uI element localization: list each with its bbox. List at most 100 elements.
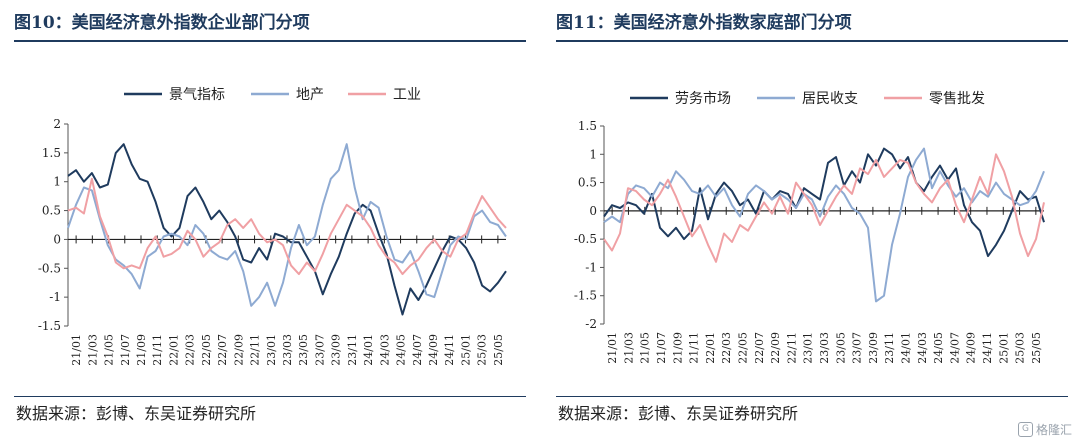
x-tick-label: 24/03 (916, 332, 929, 364)
source-note: 数据来源：彭博、东吴证券研究所 (558, 404, 799, 423)
x-tick-label: 24/07 (411, 334, 424, 366)
series-line (603, 147, 1045, 303)
x-tick-label: 22/05 (200, 334, 213, 366)
y-tick-label: 1 (53, 175, 61, 189)
figure-title: 图11：美国经济意外指数家庭部门分项 (556, 13, 852, 33)
legend-item: 劳务市场 (630, 90, 731, 107)
legend-item: 零售批发 (884, 91, 985, 107)
x-tick-label: 23/07 (851, 332, 864, 364)
x-tick-label: 24/01 (899, 332, 912, 364)
legend-item: 景气指标 (124, 87, 225, 103)
y-tick-label: -0.5 (574, 232, 597, 246)
x-tick-label: 24/01 (362, 334, 375, 366)
x-tick-label: 22/05 (737, 332, 750, 364)
legend-label: 景气指标 (169, 87, 225, 103)
x-tick-label: 25/03 (1014, 332, 1027, 364)
x-tick-label: 22/07 (753, 332, 766, 364)
x-tick-label: 23/05 (297, 334, 310, 366)
x-tick-label: 24/03 (378, 334, 391, 366)
legend-label: 零售批发 (929, 91, 985, 107)
legend: 景气指标 地产 工业 (124, 87, 421, 103)
source-divider (556, 396, 1068, 397)
x-tick-label: 22/11 (249, 334, 262, 366)
x-tick-label: 21/09 (671, 332, 684, 364)
source-note: 数据来源：彭博、东吴证券研究所 (16, 404, 257, 423)
watermark-logo-icon: G (1017, 422, 1033, 437)
series-line (67, 143, 507, 307)
x-tick-label: 23/01 (265, 334, 278, 366)
x-tick-label: 23/05 (834, 332, 847, 364)
x-tick-label: 24/11 (443, 334, 456, 366)
y-tick-label: -0.5 (38, 261, 61, 275)
x-tick-label: 21/03 (622, 332, 635, 364)
x-tick-label: 23/09 (867, 332, 880, 364)
x-tick-label: 23/09 (330, 334, 343, 366)
line-chart-household: 劳务市场 居民收支 零售批发-2-1.5-1-0.500.511.521/01 21/… (574, 90, 1045, 364)
x-tick-label: 24/05 (932, 332, 945, 364)
y-tick-label: -2 (585, 317, 597, 331)
x-tick-label: 23/11 (346, 334, 359, 366)
y-tick-label: 1.5 (578, 119, 597, 133)
x-tick-label: 25/05 (1030, 332, 1043, 364)
x-tick-label: 22/03 (720, 332, 733, 364)
x-tick-label: 21/11 (688, 332, 701, 364)
y-tick-label: 2 (53, 117, 61, 131)
y-tick-label: 0.5 (42, 204, 61, 218)
figure-title: 图10：美国经济意外指数企业部门分项 (14, 13, 310, 33)
x-tick-label: 21/03 (86, 334, 99, 366)
x-tick-label: 25/05 (492, 334, 505, 366)
x-tick-label: 21/01 (70, 334, 83, 366)
legend: 劳务市场 居民收支 零售批发 (630, 90, 985, 107)
x-tick-label: 21/07 (119, 334, 132, 366)
x-tick-label: 22/09 (769, 332, 782, 364)
figure-panel-11: 图11：美国经济意外指数家庭部门分项 劳务市场 居民收支 零售批发 -2 -1.5 -1 -… (556, 0, 1080, 444)
x-tick-label: 25/03 (476, 334, 489, 366)
legend-label: 劳务市场 (675, 90, 731, 107)
x-tick-label: 21/09 (135, 334, 148, 366)
legend-label: 地产 (296, 87, 324, 103)
y-tick-label: 1 (589, 147, 597, 161)
title-divider (556, 40, 1068, 42)
y-tick-label: 0 (589, 204, 597, 218)
x-tick-label: 23/01 (802, 332, 815, 364)
x-tick-label: 23/03 (281, 334, 294, 366)
legend-label: 居民收支 (802, 91, 858, 107)
y-tick-label: 0 (53, 232, 61, 246)
x-tick-label: 25/01 (997, 332, 1010, 364)
x-tick-label: 24/07 (948, 332, 961, 364)
y-tick-label: -1.5 (574, 289, 597, 303)
x-tick-label: 24/09 (965, 332, 978, 364)
x-tick-label: 24/09 (427, 334, 440, 366)
x-tick-label: 25/01 (459, 334, 472, 366)
series-line (67, 143, 507, 316)
legend-item: 工业 (348, 87, 421, 103)
x-tick-label: 24/11 (981, 332, 994, 364)
y-tick-label: -1 (585, 260, 597, 274)
series-line (603, 147, 1045, 258)
series-line (603, 153, 1045, 263)
y-tick-label: 0.5 (578, 176, 597, 190)
title-divider (14, 40, 526, 42)
x-tick-label: 21/05 (103, 334, 116, 366)
x-tick-label: 22/11 (785, 332, 798, 364)
x-tick-label: 23/03 (818, 332, 831, 364)
series-line (67, 177, 507, 276)
watermark-text: 格隆汇 (1035, 423, 1072, 437)
x-tick-label: 24/05 (395, 334, 408, 366)
y-tick-label: -1.5 (38, 319, 61, 333)
x-tick-label: 23/07 (313, 334, 326, 366)
x-tick-label: 22/01 (167, 334, 180, 366)
figure-panel-10: 图10：美国经济意外指数企业部门分项 景气指标 地产 工业 -1.5 -1 -0.5 0 0.… (14, 0, 544, 444)
legend-item: 居民收支 (757, 91, 858, 107)
watermark: G 格隆汇 (1017, 421, 1072, 438)
x-tick-label: 21/05 (639, 332, 652, 364)
source-divider (14, 396, 526, 397)
x-tick-label: 22/09 (232, 334, 245, 366)
x-tick-label: 22/07 (216, 334, 229, 366)
line-chart-corporate: 景气指标 地产 工业 -1.5 -1 -0.5 0 0.5 1 1.5 2 21/01 21/03 21/… (38, 87, 507, 366)
x-tick-label: 22/01 (704, 332, 717, 364)
y-tick-label: -1 (49, 290, 61, 304)
x-tick-label: 23/11 (883, 332, 896, 364)
x-tick-label: 22/03 (184, 334, 197, 366)
x-tick-label: 21/07 (655, 332, 668, 364)
